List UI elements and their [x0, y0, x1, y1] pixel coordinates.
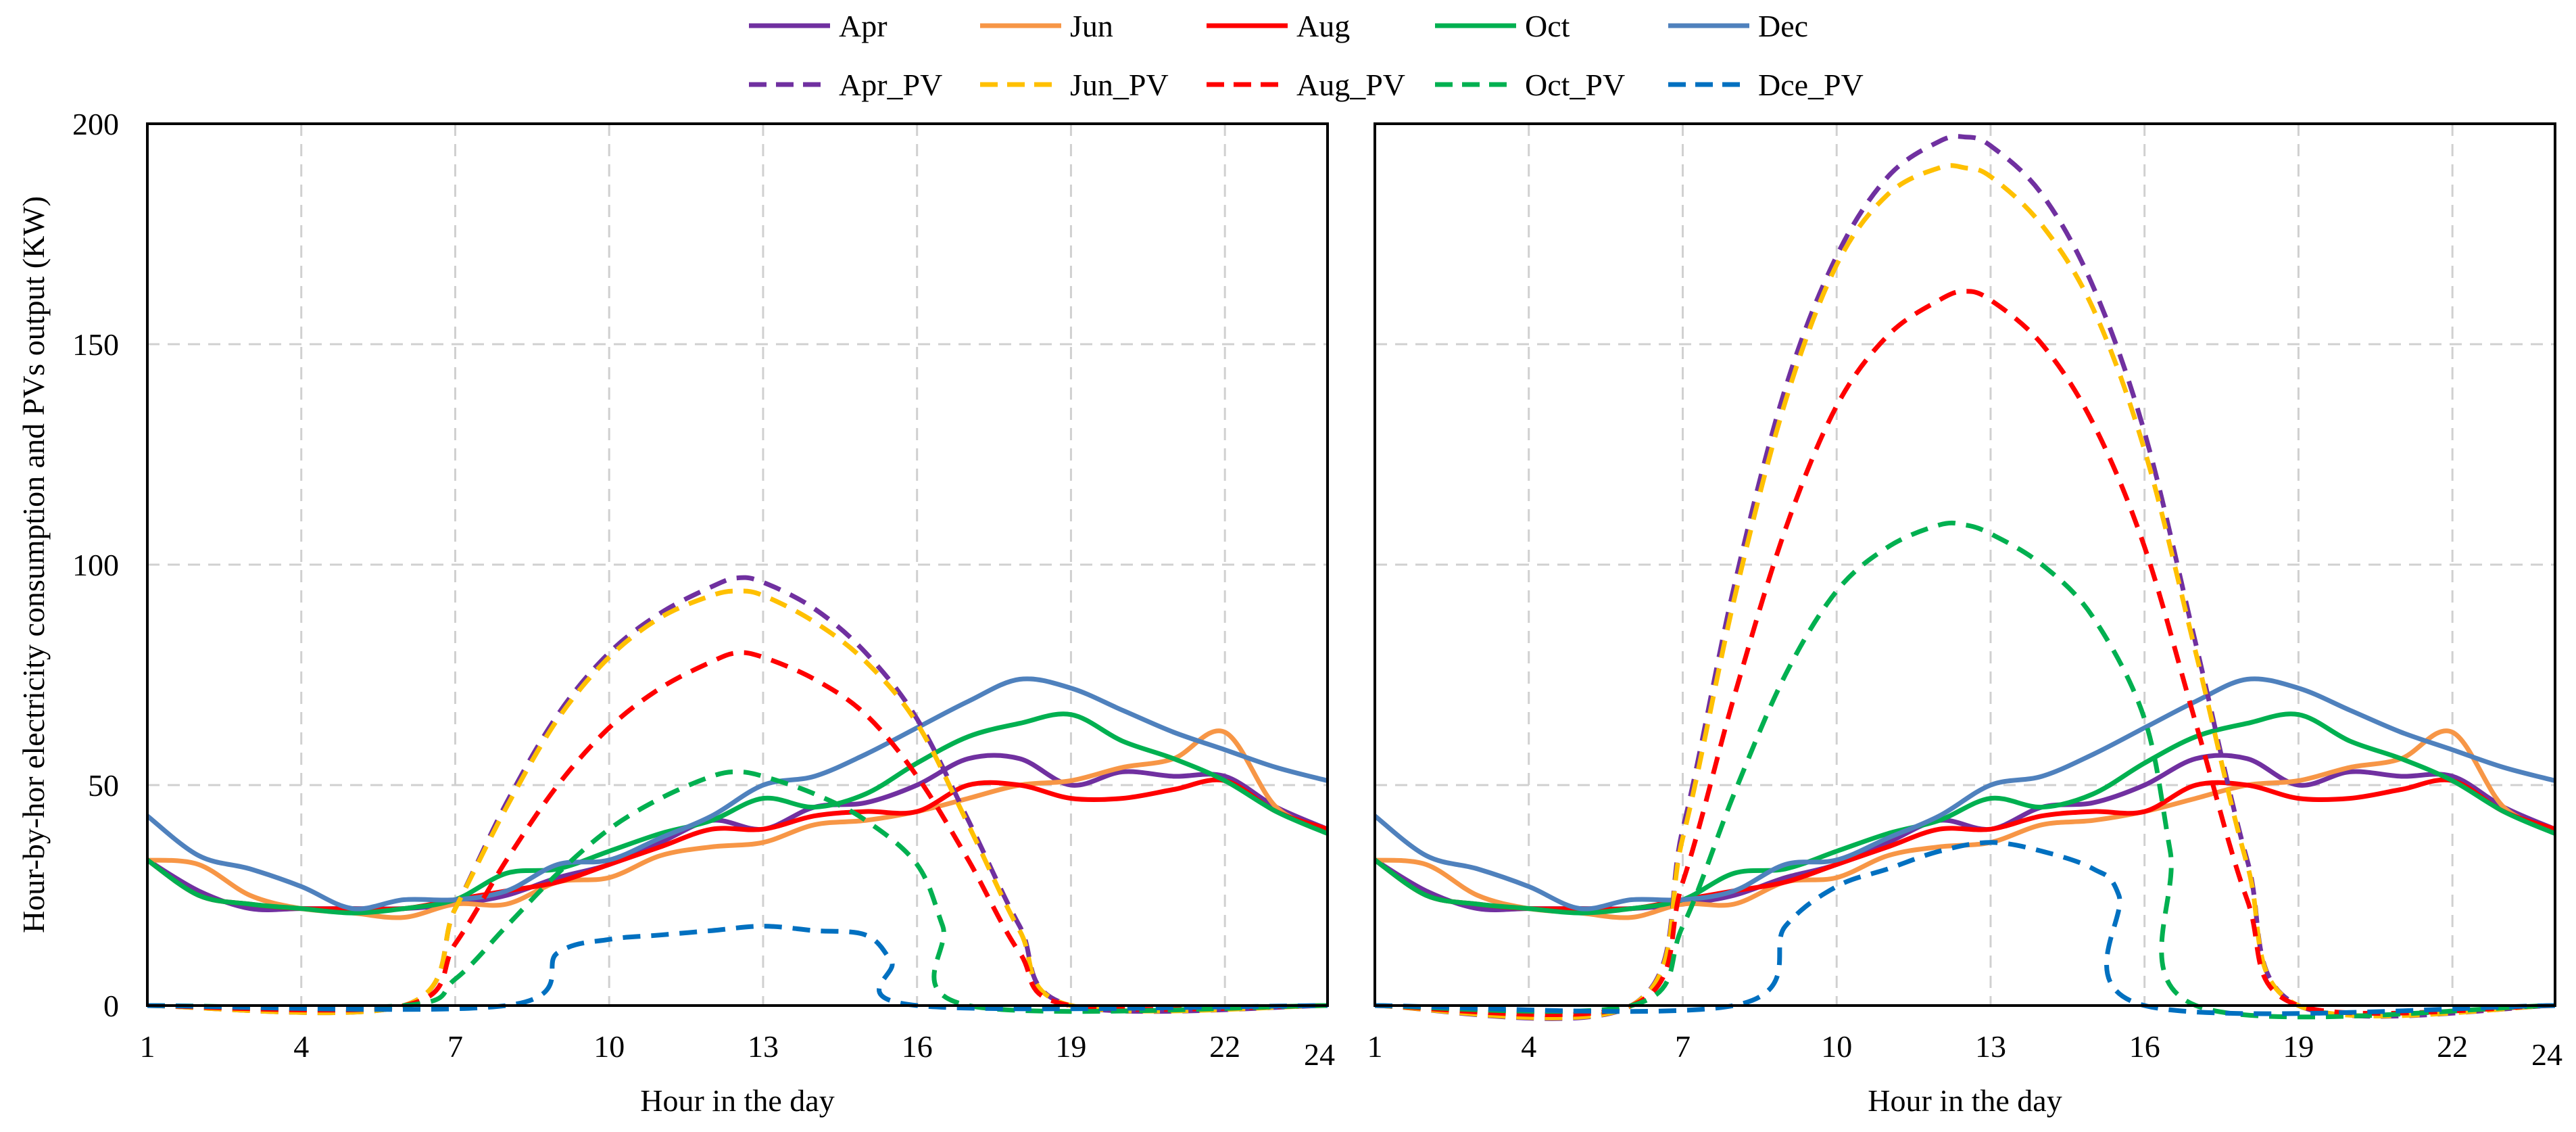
- x-tick-label: 13: [1975, 1029, 2006, 1064]
- legend-label: Jun: [1070, 9, 1113, 43]
- series-line-apr: [146, 753, 1329, 913]
- x-tick-label: 19: [1055, 1029, 1086, 1064]
- plot-frame: [146, 122, 1329, 1007]
- x-tick-label: 7: [1675, 1029, 1691, 1064]
- plot-panel-right: 1 4 7 10 13 16 19 22 24 Hour in the day: [1367, 122, 2562, 1118]
- x-tick-label: 24: [1304, 1037, 1335, 1072]
- legend-item: Apr_PV: [749, 68, 942, 102]
- series-line-oct-pv: [147, 769, 1328, 1014]
- x-tick-label: 22: [2437, 1029, 2468, 1064]
- x-tick-label: 16: [2129, 1029, 2160, 1064]
- x-tick-label: 10: [1821, 1029, 1852, 1064]
- x-tick-label: 1: [140, 1029, 155, 1064]
- legend-label: Jun_PV: [1070, 68, 1169, 102]
- series-line-dce-pv: [1374, 840, 2556, 1016]
- y-tick-label: 150: [72, 327, 119, 362]
- x-tick-label: 16: [902, 1029, 933, 1064]
- x-tick-label: 7: [447, 1029, 463, 1064]
- series-line-apr: [1374, 753, 2556, 913]
- series-line-jun-pv: [1374, 163, 2556, 1020]
- legend-label: Aug: [1296, 9, 1350, 43]
- x-tick-label: 19: [2283, 1029, 2314, 1064]
- x-tick-label: 10: [593, 1029, 625, 1064]
- y-tick-label: 100: [72, 548, 119, 582]
- y-axis-label: Hour-by-hor electricity consumption and …: [16, 196, 51, 933]
- x-axis-label: Hour in the day: [640, 1083, 834, 1118]
- series-line-aug-pv: [1374, 289, 2556, 1017]
- x-tick-label: 4: [293, 1029, 309, 1064]
- legend-label: Aug_PV: [1296, 68, 1405, 102]
- legend-item: Oct: [1435, 9, 1570, 43]
- series-line-dec: [1373, 676, 2556, 912]
- y-tick-label: 0: [103, 989, 119, 1023]
- x-tick-label: 24: [2531, 1037, 2562, 1072]
- series-line-oct: [145, 711, 1329, 916]
- legend-label: Apr_PV: [839, 68, 942, 102]
- legend-item: Dec: [1668, 9, 1808, 43]
- plot-frame: [1374, 122, 2556, 1007]
- legend-item: Jun_PV: [980, 68, 1169, 102]
- series-line-dce-pv: [147, 924, 1328, 1012]
- legend-item: Dce_PV: [1668, 68, 1864, 102]
- x-tick-label: 22: [1209, 1029, 1240, 1064]
- y-tick-label: 50: [88, 768, 119, 803]
- plot-panel-left: 0 50 100 150 200 1 4 7 10 13 16 19 22 24 Hour in the d…: [72, 107, 1335, 1118]
- legend-item: Aug: [1207, 9, 1350, 43]
- series-line-apr-pv: [1374, 134, 2556, 1021]
- legend-item: Aug_PV: [1207, 68, 1405, 102]
- x-tick-label: 4: [1521, 1029, 1536, 1064]
- legend-label: Dec: [1758, 9, 1808, 43]
- x-tick-label: 13: [748, 1029, 779, 1064]
- legend-label: Oct: [1525, 9, 1570, 43]
- legend: Apr Jun Aug Oct Dec Apr_PV Jun_PV Aug_PV Oct_PV D…: [749, 9, 1864, 102]
- series-line-oct-pv: [1374, 520, 2556, 1020]
- series-line-jun-pv: [147, 588, 1328, 1016]
- legend-label: Apr: [839, 9, 888, 43]
- series-line-dec: [145, 676, 1328, 912]
- x-axis-label: Hour in the day: [1868, 1083, 2062, 1118]
- y-tick-label: 200: [72, 107, 119, 141]
- series-line-oct: [1373, 711, 2556, 916]
- series-line-aug-pv: [147, 650, 1328, 1013]
- legend-label: Oct_PV: [1525, 68, 1625, 102]
- legend-label: Dce_PV: [1758, 68, 1864, 102]
- legend-item: Oct_PV: [1435, 68, 1625, 102]
- legend-item: Jun: [980, 9, 1113, 43]
- legend-item: Apr: [749, 9, 888, 43]
- x-tick-label: 1: [1367, 1029, 1383, 1064]
